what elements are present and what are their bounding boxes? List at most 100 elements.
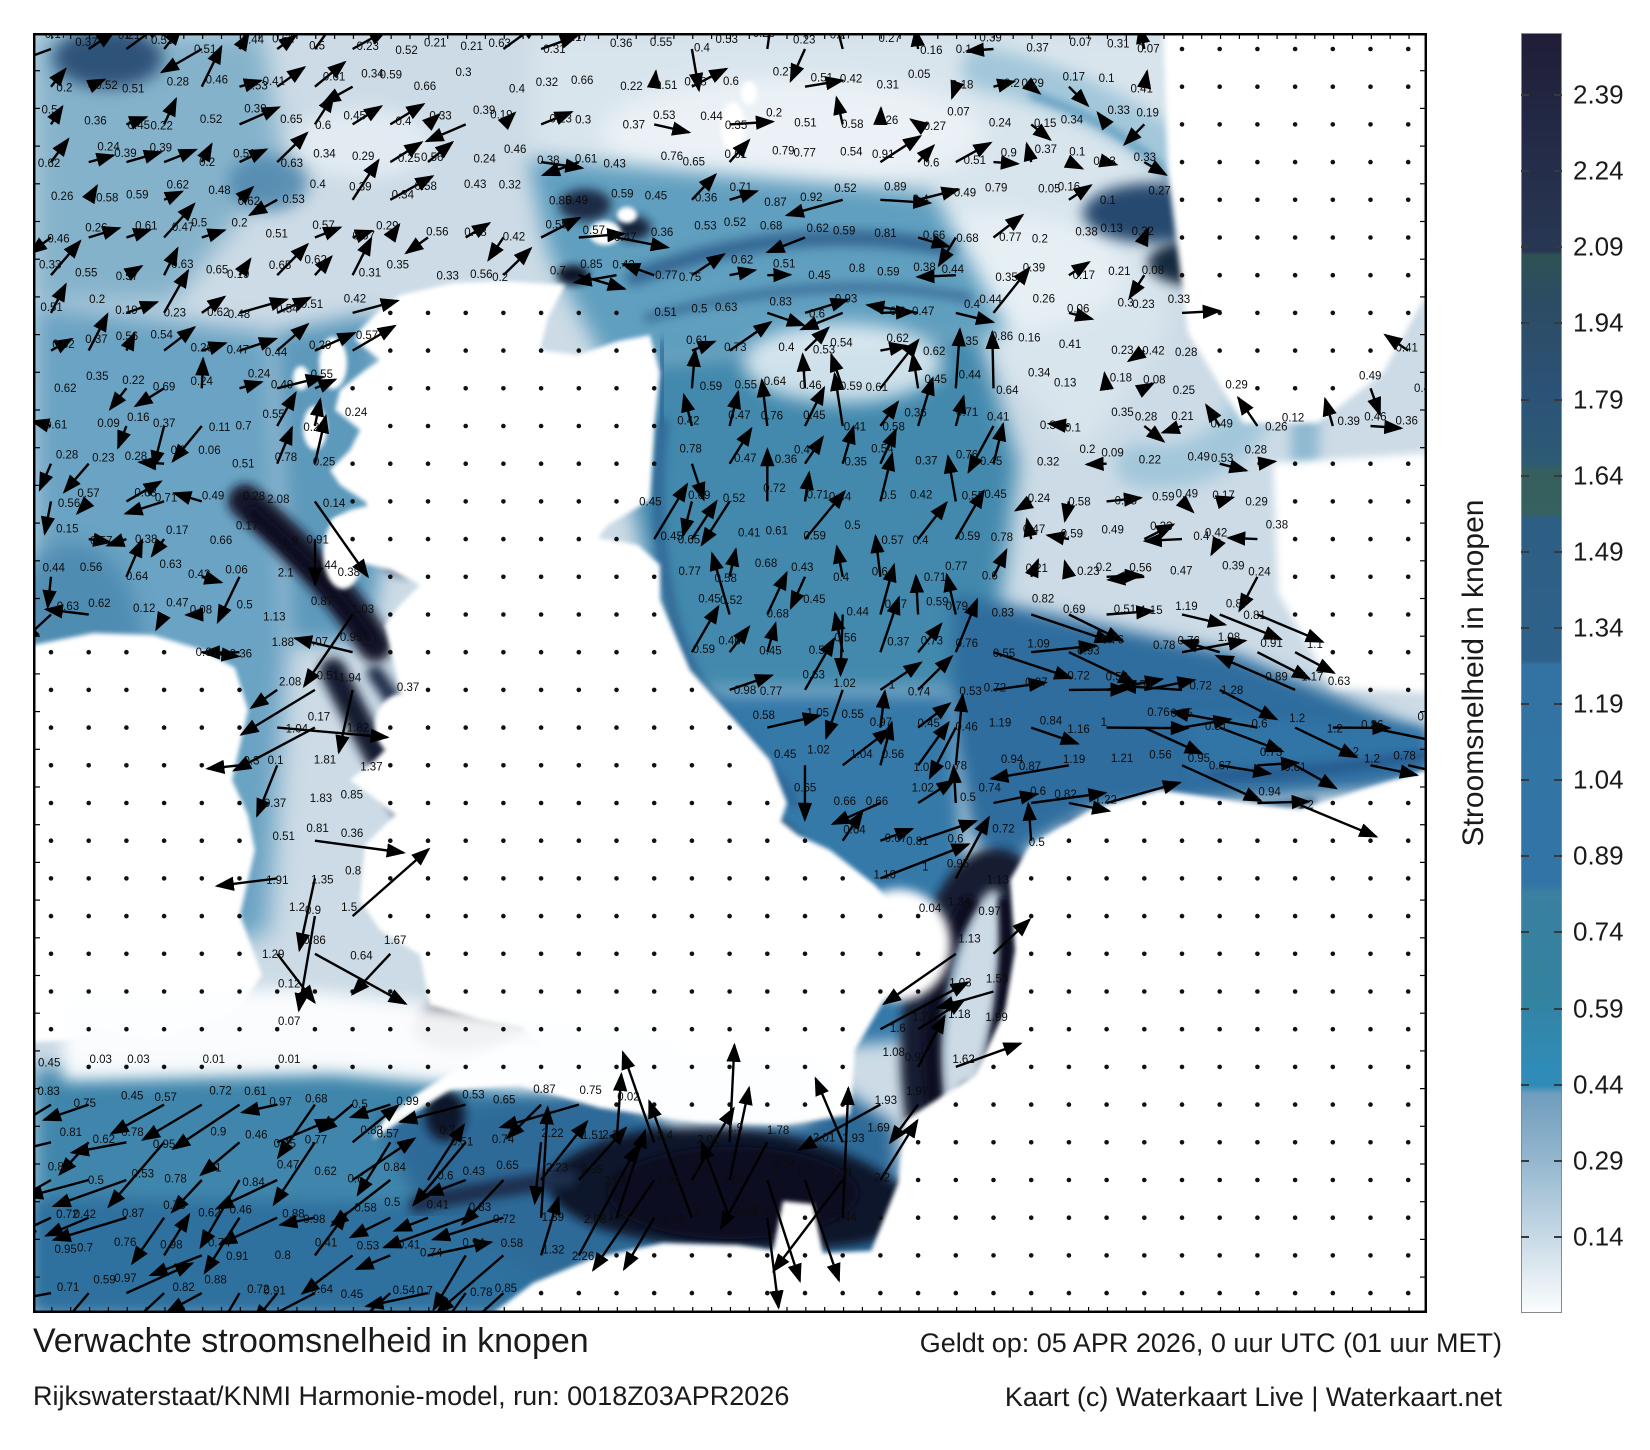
grid-dot (727, 989, 732, 994)
grid-dot (538, 536, 544, 542)
grid-dot (576, 536, 582, 542)
speed-value: 0.36 (610, 38, 632, 50)
speed-value: 0.38 (338, 567, 360, 579)
grid-dot (915, 1253, 921, 1258)
current-arrow (348, 1216, 391, 1239)
current-arrow (766, 1217, 784, 1310)
speed-value: 1.1 (1307, 639, 1323, 651)
speed-value: 0.66 (571, 75, 593, 87)
grid-dot (1405, 1064, 1411, 1070)
current-arrow (1256, 613, 1325, 643)
speed-value: 0.21 (118, 33, 140, 42)
speed-value: 0.61 (135, 221, 157, 233)
grid-dot (1292, 197, 1298, 203)
current-arrow (163, 326, 197, 352)
speed-value: 0.53 (282, 194, 304, 206)
current-arrow (840, 1085, 855, 1218)
colorbar-title: Stroomsnelheid in knopen (1457, 499, 1490, 847)
colorbar-tick-label: 1.19 (1573, 688, 1624, 719)
current-arrow (351, 105, 384, 126)
grid-dot (48, 649, 54, 655)
grid-dot (1066, 989, 1072, 994)
speed-value: 0.87 (311, 596, 333, 608)
grid-dot (1292, 84, 1298, 89)
grid-dot (1405, 1177, 1411, 1183)
speed-value: 0.55 (809, 645, 831, 657)
speed-value: 0.64 (872, 567, 895, 579)
grid-dot (1368, 1026, 1373, 1032)
grid-dot (1179, 235, 1185, 240)
speed-value: 0.46 (799, 380, 821, 392)
speed-value: 0.77 (945, 561, 967, 573)
current-arrow (830, 371, 845, 427)
grid-dot (86, 1026, 91, 1032)
speed-value: 0.75 (163, 1200, 185, 1212)
grid-dot (576, 876, 582, 881)
speed-value: 2.06 (722, 1175, 744, 1187)
speed-value: 0.76 (114, 1237, 136, 1249)
grid-dot (161, 1026, 167, 1032)
speed-value: 0.97 (269, 1097, 291, 1109)
current-arrow (389, 102, 426, 126)
grid-dot (538, 649, 544, 655)
speed-value: 0.55 (151, 35, 173, 47)
speed-value: 0.16 (1018, 333, 1040, 345)
speed-value: 1.17 (1301, 672, 1323, 684)
current-arrow (804, 76, 845, 91)
speed-value: 0.61 (766, 526, 788, 538)
grid-dot (1104, 1026, 1109, 1032)
grid-dot (576, 649, 582, 655)
grid-dot (1330, 800, 1336, 806)
grid-dot (1368, 310, 1373, 316)
grid-dot (425, 687, 431, 693)
current-arrow (276, 1118, 335, 1144)
colorbar-tick-mark (1554, 550, 1562, 553)
speed-value: 0.65 (794, 783, 816, 795)
grid-dot (1066, 1215, 1072, 1220)
grid-dot (1405, 1102, 1411, 1107)
grid-dot (1292, 499, 1298, 504)
speed-value: 1.19 (989, 718, 1011, 730)
grid-dot (953, 1253, 959, 1258)
current-arrow (1294, 801, 1379, 838)
speed-value: 0.25 (1173, 385, 1195, 397)
colorbar-tick-mark (1554, 1236, 1562, 1238)
grid-dot (1255, 1253, 1260, 1258)
current-arrow (646, 69, 662, 89)
grid-dot (1255, 197, 1260, 203)
current-arrow (765, 236, 806, 254)
current-arrow (1099, 371, 1114, 392)
current-arrow (421, 112, 442, 131)
speed-value: 1.29 (262, 949, 284, 961)
grid-dot (1368, 159, 1373, 165)
current-arrow (917, 1014, 946, 1068)
current-arrow (955, 311, 996, 326)
speed-value: 1.34 (948, 897, 971, 909)
speed-value: 1 (922, 861, 928, 873)
current-arrow (170, 1179, 203, 1214)
grid-dot (1217, 1253, 1222, 1258)
colorbar-tick-label: 0.29 (1573, 1145, 1624, 1176)
speed-value: 0.78 (991, 532, 1013, 544)
speed-value: 0.46 (206, 75, 228, 87)
current-arrow (430, 1216, 504, 1242)
speed-value: 1 (1101, 717, 1107, 729)
current-arrow (233, 33, 250, 52)
grid-dot (651, 800, 657, 806)
speed-value: 0.1 (268, 755, 284, 767)
grid-dot (199, 951, 205, 957)
current-arrow (1106, 780, 1183, 805)
speed-value: 0.72 (763, 483, 785, 495)
grid-dot (1028, 1102, 1034, 1107)
current-arrow (1045, 531, 1070, 546)
grid-dot (388, 612, 393, 617)
current-arrow (789, 576, 807, 611)
grid-dot (124, 913, 129, 919)
speed-value: 1.5 (341, 902, 357, 914)
grid-dot (878, 951, 883, 957)
grid-dot (614, 725, 619, 730)
speed-value: 0.55 (262, 409, 284, 421)
grid-dot (802, 989, 808, 994)
grid-dot (1405, 649, 1411, 655)
grid-dot (576, 725, 582, 730)
